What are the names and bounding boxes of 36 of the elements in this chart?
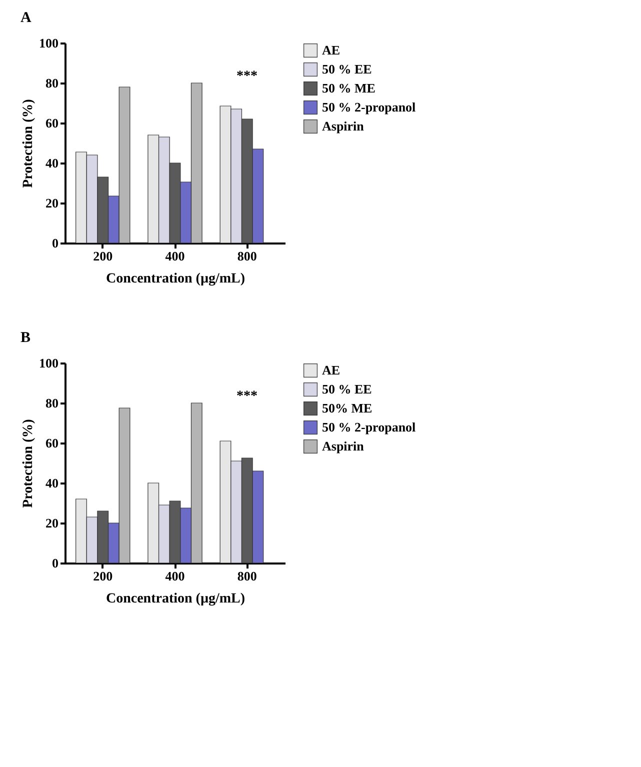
- x-axis-title: Concentration (µg/mL): [106, 592, 246, 606]
- legend-label: 50 % 2-propanol: [322, 420, 416, 434]
- y-tick-label: 60: [46, 116, 58, 130]
- y-axis-title: Protection (%): [21, 418, 36, 508]
- legend-label: Aspirin: [322, 118, 365, 134]
- y-tick-label: 80: [46, 76, 58, 90]
- legend-label: Aspirin: [322, 438, 365, 454]
- y-tick-label: 100: [39, 36, 58, 50]
- y-tick-label: 0: [52, 236, 58, 250]
- y-tick-label: 40: [46, 476, 58, 490]
- legend-label: AE: [322, 362, 340, 378]
- y-tick-label: 20: [46, 516, 58, 530]
- y-tick-label: 0: [52, 556, 58, 570]
- x-axis-title: Concentration (µg/mL): [106, 272, 246, 286]
- x-tick-label: 800: [237, 568, 257, 584]
- legend-label: 50% ME: [322, 400, 372, 416]
- x-tick-label: 400: [165, 568, 185, 584]
- legend-label: 50 % 2-propanol: [322, 100, 416, 114]
- legend-label: 50 % EE: [322, 62, 372, 76]
- y-axis-title: Protection (%): [21, 98, 36, 188]
- y-tick-label: 40: [46, 156, 58, 170]
- legend-label: 50 % EE: [322, 382, 372, 396]
- x-tick-label: 200: [93, 248, 113, 264]
- chart-title: B: [20, 330, 31, 346]
- annotation: ***: [236, 389, 258, 404]
- y-tick-label: 100: [39, 356, 58, 370]
- x-tick-label: 200: [93, 568, 113, 584]
- legend-label: AE: [322, 42, 340, 58]
- y-tick-label: 20: [46, 196, 58, 210]
- chart-title: A: [20, 10, 32, 26]
- x-tick-label: 800: [237, 248, 257, 264]
- x-tick-label: 400: [165, 248, 185, 264]
- annotation: ***: [236, 69, 258, 84]
- y-tick-label: 80: [46, 396, 58, 410]
- y-tick-label: 60: [46, 436, 58, 450]
- legend-label: 50 % ME: [322, 80, 376, 96]
